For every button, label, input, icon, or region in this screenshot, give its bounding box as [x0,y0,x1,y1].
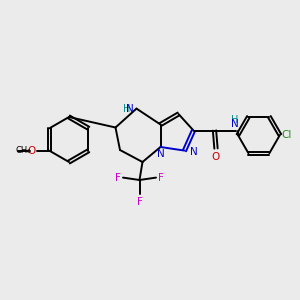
Text: H: H [122,103,130,114]
Text: N: N [126,103,134,114]
Text: N: N [157,149,165,159]
Text: F: F [115,172,121,183]
Text: O: O [212,152,220,162]
Text: F: F [136,196,142,206]
Text: N: N [231,119,239,129]
Text: O: O [27,146,35,156]
Text: CH₃: CH₃ [16,146,31,155]
Text: Cl: Cl [281,130,292,140]
Text: H: H [231,115,239,125]
Text: F: F [158,172,164,183]
Text: N: N [190,147,197,157]
